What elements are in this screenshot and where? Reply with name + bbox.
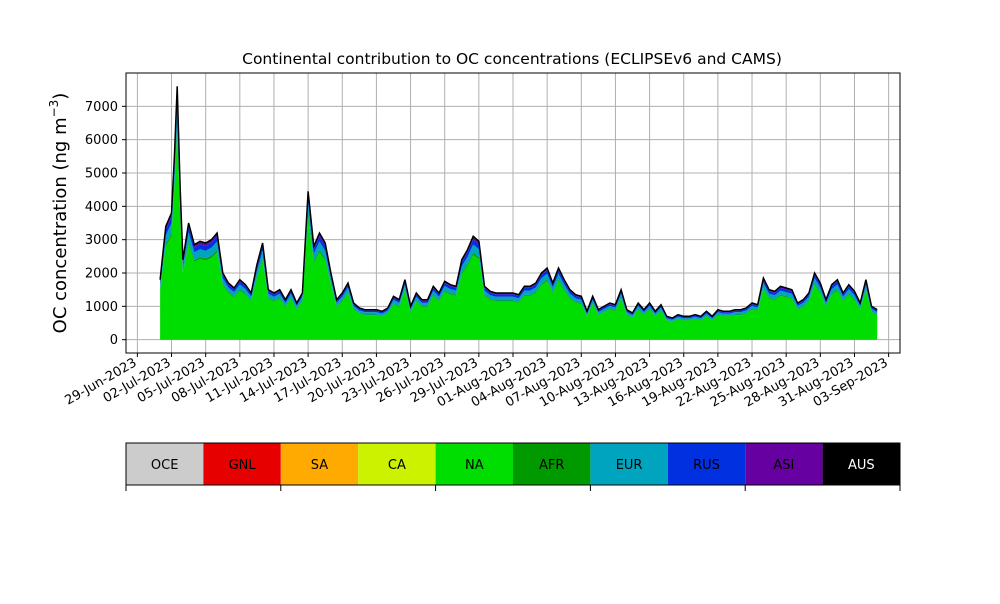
y-axis-label: OC concentration (ng m−3) — [47, 93, 71, 334]
legend-swatch-afr — [513, 443, 591, 485]
y-tick-label: 1000 — [85, 300, 118, 315]
area-na — [160, 131, 878, 340]
chart-title: Continental contribution to OC concentra… — [242, 50, 782, 68]
legend-swatch-gnl — [203, 443, 281, 485]
legend-label: AUS — [848, 458, 875, 473]
legend-frame — [125, 442, 901, 486]
legend-colorbar: OCE GNL SA CA NA AFR EUR RUS ASI AUS — [125, 442, 901, 491]
legend-label: GNL — [229, 458, 257, 473]
legend-swatch-oce — [126, 443, 204, 485]
legend-label: OCE — [151, 458, 179, 473]
y-tick-label: 4000 — [85, 200, 118, 215]
legend-label: RUS — [693, 458, 720, 473]
legend-swatch-rus — [667, 443, 746, 485]
stacked-areas — [160, 86, 878, 340]
total-line — [159, 86, 878, 319]
legend-swatch-eur — [590, 443, 668, 485]
legend-label: SA — [311, 458, 328, 473]
y-axis-label-sup: −3 — [47, 100, 61, 118]
legend-swatch-na — [435, 443, 513, 485]
y-tick-label: 5000 — [85, 167, 118, 182]
x-axis: 29-Jun-202302-Jul-202305-Jul-202308-Jul-… — [63, 353, 891, 411]
legend-label: ASI — [773, 458, 794, 473]
legend-label: AFR — [539, 458, 564, 473]
y-tick-label: 7000 — [85, 100, 118, 115]
legend-label: EUR — [616, 458, 643, 473]
y-axis-label-main: OC concentration (ng m — [50, 117, 71, 333]
legend-label: CA — [388, 458, 406, 473]
legend-swatch-sa — [280, 443, 359, 485]
legend-label: NA — [465, 458, 484, 473]
y-tick-label: 2000 — [85, 267, 118, 282]
y-tick-label: 3000 — [85, 233, 118, 248]
legend-swatch-ca — [358, 443, 436, 485]
legend-swatch-aus — [822, 443, 900, 485]
legend-swatch-asi — [745, 443, 823, 485]
y-axis: 0 1000 2000 3000 4000 5000 6000 7000 — [85, 100, 126, 348]
y-axis-label-close: ) — [50, 93, 71, 100]
y-tick-label: 0 — [110, 333, 118, 348]
y-tick-label: 6000 — [85, 133, 118, 148]
